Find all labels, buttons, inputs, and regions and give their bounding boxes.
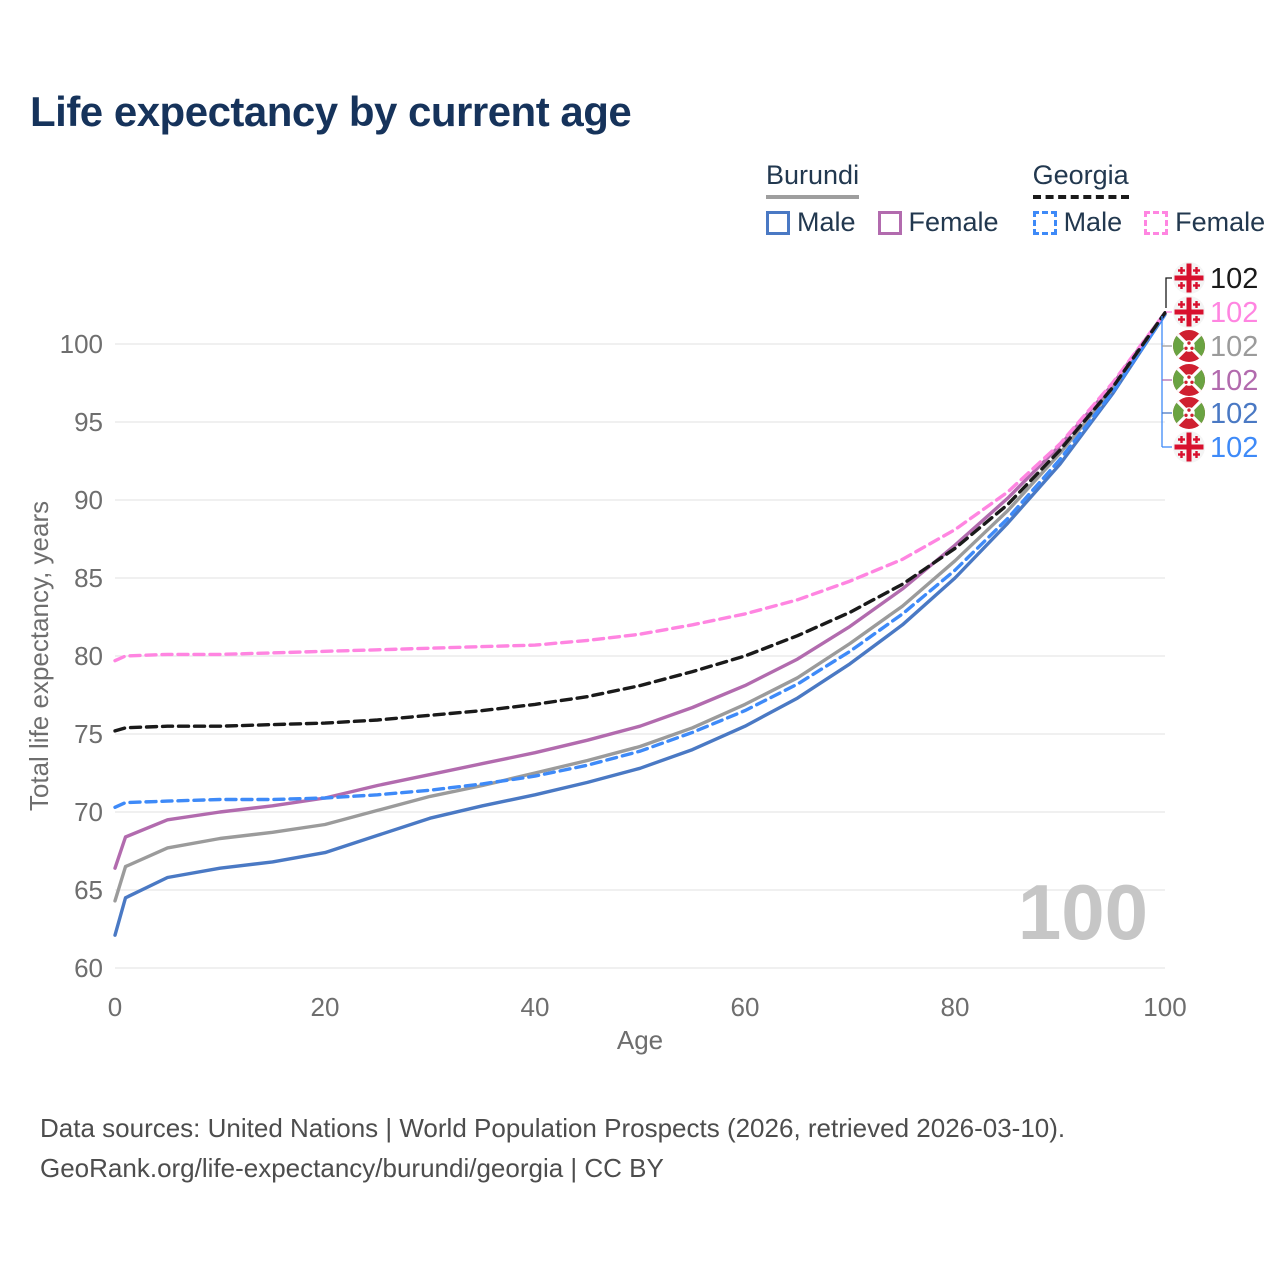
chart-footer: Data sources: United Nations | World Pop…	[40, 1108, 1065, 1188]
legend-item-georgia-male[interactable]: Male	[1032, 207, 1123, 238]
series-line-burundi	[113, 311, 1167, 903]
burundi-flag-icon	[1173, 330, 1205, 362]
svg-text:Age: Age	[617, 1025, 663, 1055]
svg-text:70: 70	[74, 797, 103, 827]
legend-label: Female	[1175, 207, 1266, 237]
legend-label: Male	[797, 207, 856, 237]
series-line-burundi-female	[113, 311, 1167, 870]
svg-text:60: 60	[731, 992, 760, 1022]
svg-text:65: 65	[74, 875, 103, 905]
svg-text:75: 75	[74, 719, 103, 749]
georgia-flag-icon	[1173, 296, 1205, 328]
series-line-burundi-male	[113, 312, 1167, 937]
chart-legend: Burundi Male Female Georgia Male	[766, 160, 1265, 238]
legend-swatch-georgia-male	[1032, 210, 1057, 235]
legend-item-georgia-female[interactable]: Female	[1144, 207, 1265, 238]
attribution-line: GeoRank.org/life-expectancy/burundi/geor…	[40, 1153, 664, 1183]
svg-text:90: 90	[74, 485, 103, 515]
legend-country-label-georgia: Georgia	[1032, 160, 1129, 199]
svg-text:85: 85	[74, 563, 103, 593]
legend-swatch-burundi-male	[766, 210, 790, 235]
legend-item-burundi-male[interactable]: Male	[766, 207, 856, 238]
legend-swatch-burundi-female	[877, 210, 902, 235]
svg-text:80: 80	[74, 641, 103, 671]
georgia-flag-icon	[1173, 262, 1205, 294]
series-line-georgia-male	[113, 312, 1167, 809]
legend-country-label-burundi: Burundi	[766, 160, 860, 199]
svg-text:100: 100	[60, 329, 103, 359]
end-value-label-georgia-male: 102	[1210, 432, 1258, 464]
svg-text:80: 80	[941, 992, 970, 1022]
svg-text:95: 95	[74, 407, 103, 437]
series-line-georgia-female	[113, 311, 1167, 663]
svg-text:20: 20	[311, 992, 340, 1022]
end-value-label-burundi: 102	[1210, 331, 1258, 363]
burundi-flag-icon	[1173, 397, 1205, 429]
svg-text:100: 100	[1143, 992, 1186, 1022]
legend-label: Female	[908, 207, 999, 237]
svg-text:40: 40	[521, 992, 550, 1022]
legend-group-georgia: Georgia Male Female	[1032, 160, 1265, 238]
end-value-label-burundi-male: 102	[1210, 398, 1258, 430]
georgia-flag-icon	[1173, 431, 1205, 463]
legend-label: Male	[1063, 207, 1123, 237]
legend-item-burundi-female[interactable]: Female	[877, 207, 999, 238]
legend-swatch-georgia-female	[1144, 210, 1169, 235]
end-value-label-georgia: 102	[1210, 263, 1258, 295]
svg-text:Total life expectancy, years: Total life expectancy, years	[24, 501, 54, 811]
end-value-label-burundi-female: 102	[1210, 365, 1258, 397]
svg-text:100: 100	[1018, 868, 1148, 956]
end-value-label-georgia-female: 102	[1210, 297, 1258, 329]
page-title: Life expectancy by current age	[30, 88, 632, 135]
burundi-flag-icon	[1173, 364, 1205, 396]
data-source-line: Data sources: United Nations | World Pop…	[40, 1113, 1066, 1143]
svg-text:0: 0	[108, 992, 122, 1022]
legend-group-burundi: Burundi Male Female	[766, 160, 999, 238]
svg-text:60: 60	[74, 953, 103, 983]
series-line-georgia	[113, 311, 1167, 733]
